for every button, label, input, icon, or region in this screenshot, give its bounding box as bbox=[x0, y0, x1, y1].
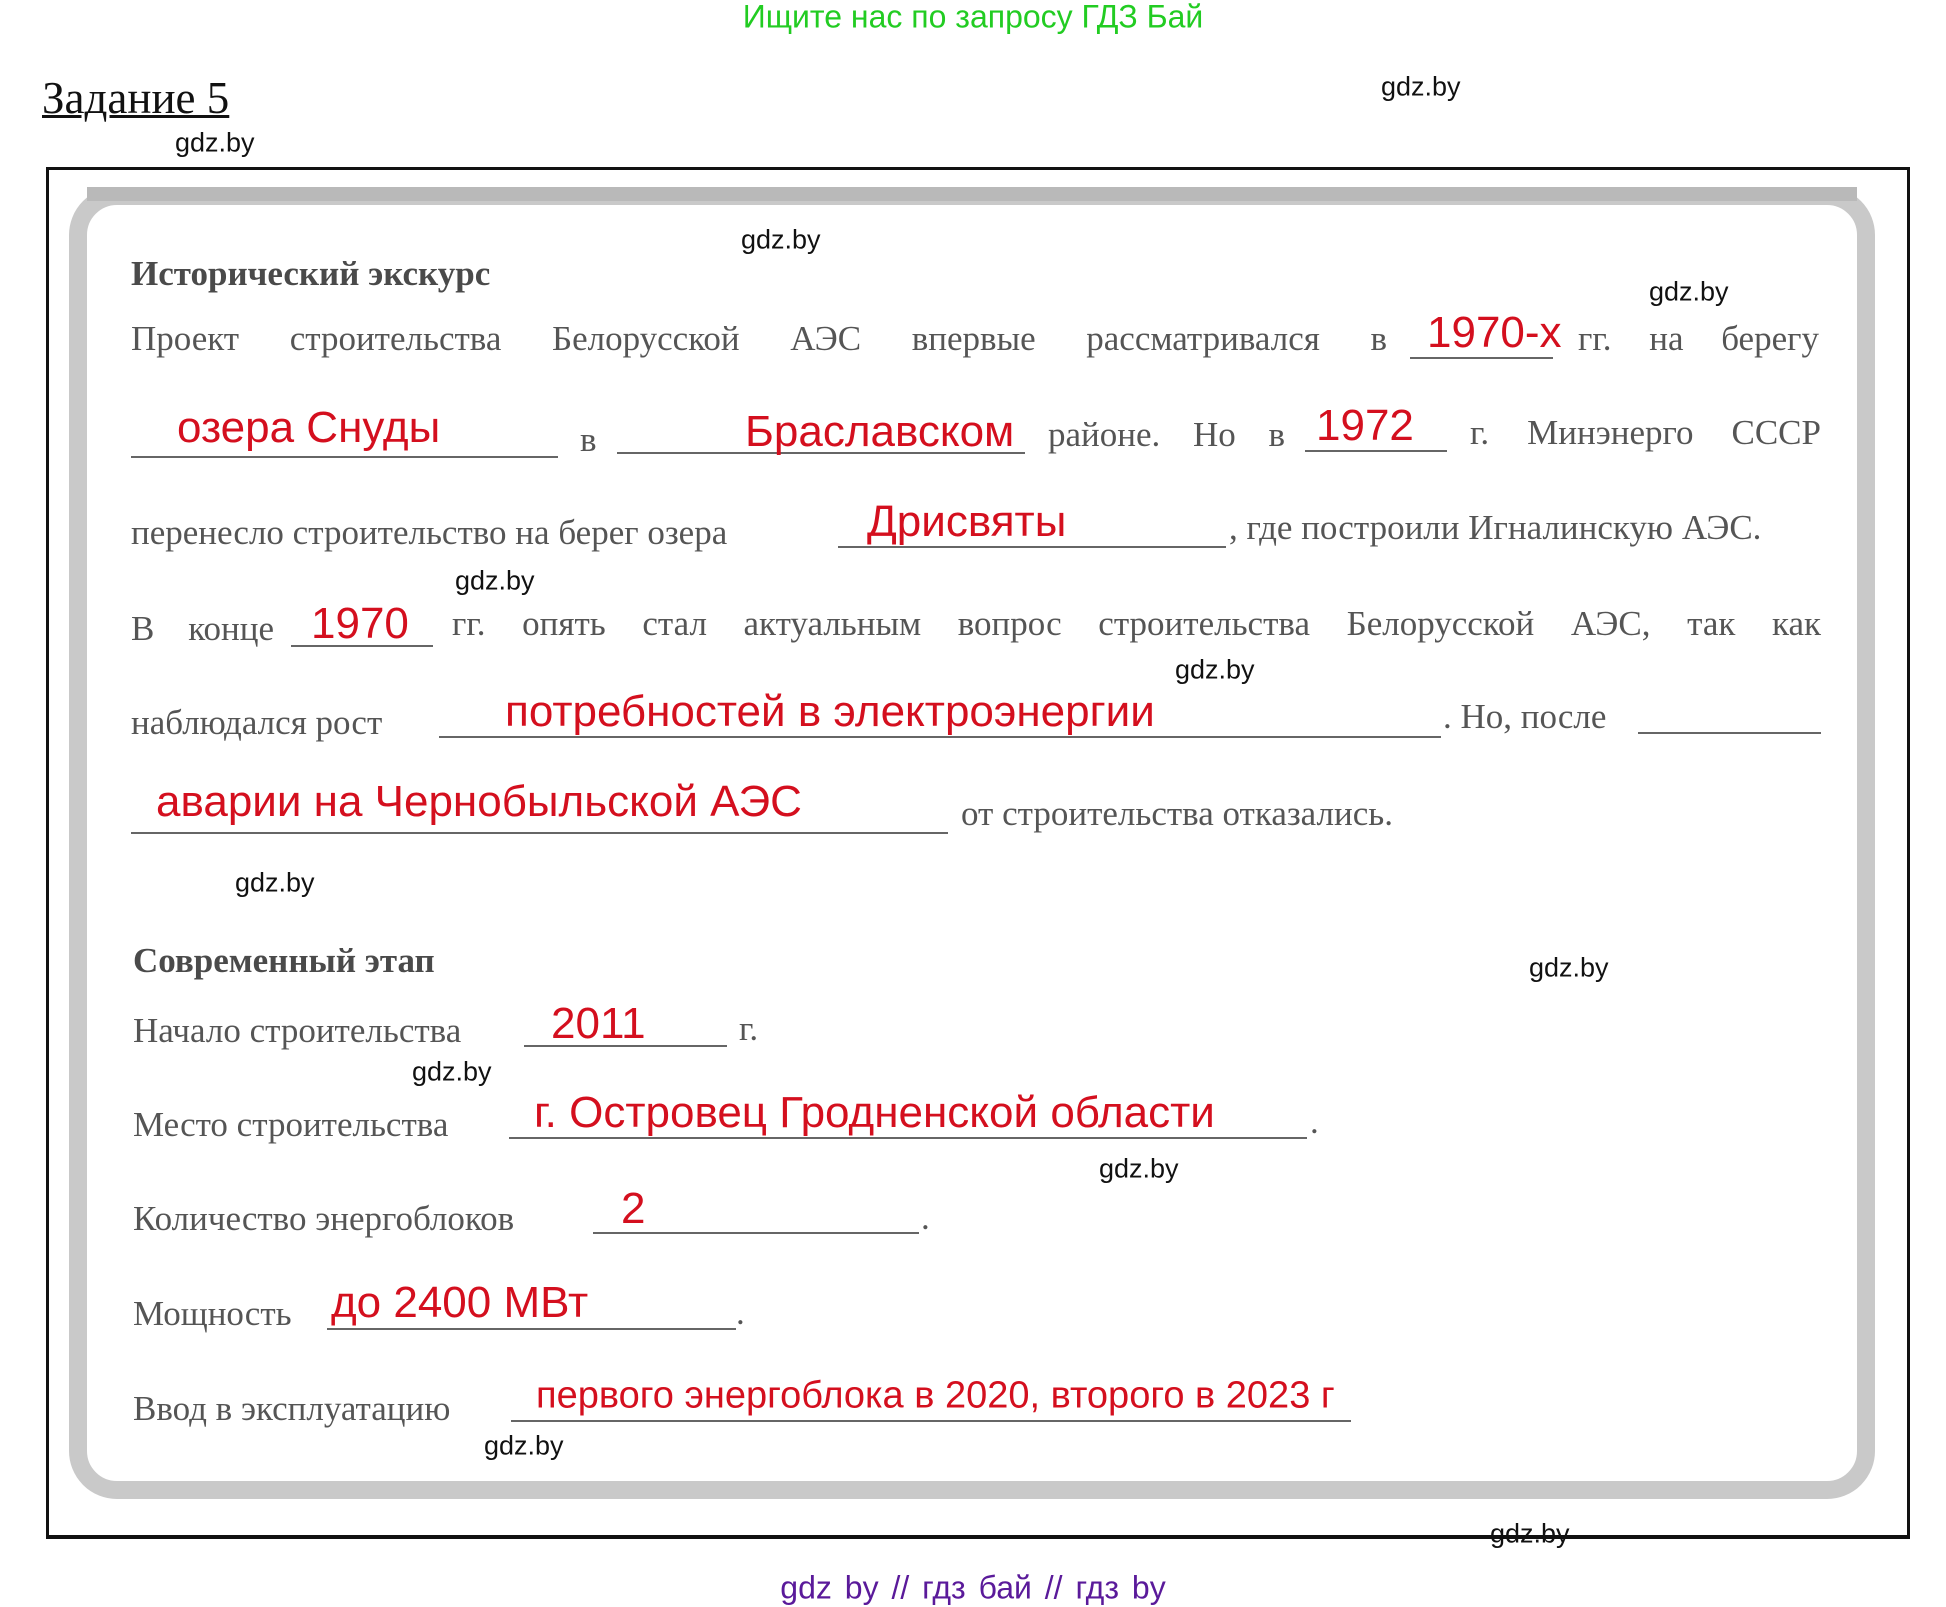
answer-line bbox=[593, 1232, 919, 1234]
text: районе. Но в bbox=[1048, 415, 1285, 454]
label-power: Мощность bbox=[133, 1294, 292, 1333]
decorative-frame bbox=[69, 187, 1875, 1499]
watermark: gdz.by bbox=[412, 1056, 492, 1087]
answer-event: аварии на Чернобыльской АЭС bbox=[156, 777, 802, 826]
answer-line bbox=[524, 1045, 727, 1047]
text: наблюдался рост bbox=[131, 703, 383, 742]
answer-line bbox=[1410, 357, 1553, 359]
watermark: gdz.by bbox=[1099, 1153, 1179, 1184]
watermark: gdz.by bbox=[1175, 654, 1255, 685]
footer-links: gdz by // гдз бай // гдз by bbox=[780, 1569, 1166, 1606]
answer-start: 2011 bbox=[551, 999, 646, 1048]
section-heading-modern: Современный этап bbox=[133, 941, 435, 980]
answer-decade2: 1970 bbox=[311, 599, 409, 648]
answer-line bbox=[1638, 732, 1821, 734]
watermark: gdz.by bbox=[1649, 276, 1729, 307]
watermark: gdz.by bbox=[1381, 71, 1461, 102]
answer-line bbox=[511, 1420, 1351, 1422]
text: В конце bbox=[131, 609, 274, 648]
answer-place: г. Островец Гродненской области bbox=[534, 1088, 1215, 1137]
answer-launch: первого энергоблока в 2020, второго в 20… bbox=[536, 1374, 1335, 1417]
text: г. Минэнерго СССР bbox=[1470, 413, 1821, 452]
answer-year: 1972 bbox=[1316, 401, 1414, 450]
answer-power: до 2400 МВт bbox=[331, 1278, 589, 1327]
answer-line bbox=[439, 736, 1441, 738]
watermark: gdz.by bbox=[484, 1430, 564, 1461]
watermark: gdz.by bbox=[1529, 952, 1609, 983]
label-start: Начало строительства bbox=[133, 1011, 462, 1050]
text: . bbox=[736, 1293, 745, 1332]
answer-line bbox=[131, 456, 558, 458]
text: . bbox=[921, 1198, 930, 1237]
answer-district: Браславском bbox=[745, 407, 1015, 456]
watermark: gdz.by bbox=[175, 127, 255, 158]
answer-line bbox=[617, 452, 1025, 454]
answer-line bbox=[291, 645, 433, 647]
watermark: gdz.by bbox=[741, 224, 821, 255]
text: от строительства отказались. bbox=[961, 794, 1393, 833]
answer-line bbox=[838, 546, 1226, 548]
text: . Но, после bbox=[1443, 697, 1607, 736]
task-box bbox=[46, 167, 1910, 1539]
text: перенесло строительство на берег озера bbox=[131, 513, 728, 552]
text: в bbox=[580, 420, 597, 459]
header-ad: Ищите нас по запросу ГДЗ Бай bbox=[742, 0, 1204, 35]
label-place: Место строительства bbox=[133, 1105, 449, 1144]
label-launch: Ввод в эксплуатацию bbox=[133, 1389, 451, 1428]
watermark: gdz.by bbox=[455, 565, 535, 596]
answer-units: 2 bbox=[621, 1184, 646, 1233]
watermark: gdz.by bbox=[235, 867, 315, 898]
text-line: Проект строительства Белорусской АЭС впе… bbox=[131, 319, 1387, 358]
answer-reason: потребностей в электроэнергии bbox=[505, 687, 1155, 736]
answer-line bbox=[131, 832, 948, 834]
task-title: Задание 5 bbox=[42, 73, 230, 123]
answer-line bbox=[509, 1137, 1307, 1139]
answer-lake2: Дрисвяты bbox=[867, 497, 1067, 546]
answer-line bbox=[327, 1328, 736, 1330]
label-units: Количество энергоблоков bbox=[133, 1199, 515, 1238]
text: . bbox=[1310, 1102, 1319, 1141]
text: , где построили Игналинскую АЭС. bbox=[1229, 508, 1762, 547]
text: гг. опять стал актуальным вопрос строите… bbox=[452, 604, 1821, 643]
answer-lake: озера Снуды bbox=[177, 403, 441, 452]
text: г. bbox=[739, 1009, 759, 1048]
text-line: гг. на берегу bbox=[1578, 319, 1819, 358]
section-heading-history: Исторический экскурс bbox=[131, 254, 491, 293]
watermark: gdz.by bbox=[1490, 1518, 1570, 1549]
answer-decade: 1970-х bbox=[1427, 308, 1562, 357]
answer-line bbox=[1305, 450, 1447, 452]
